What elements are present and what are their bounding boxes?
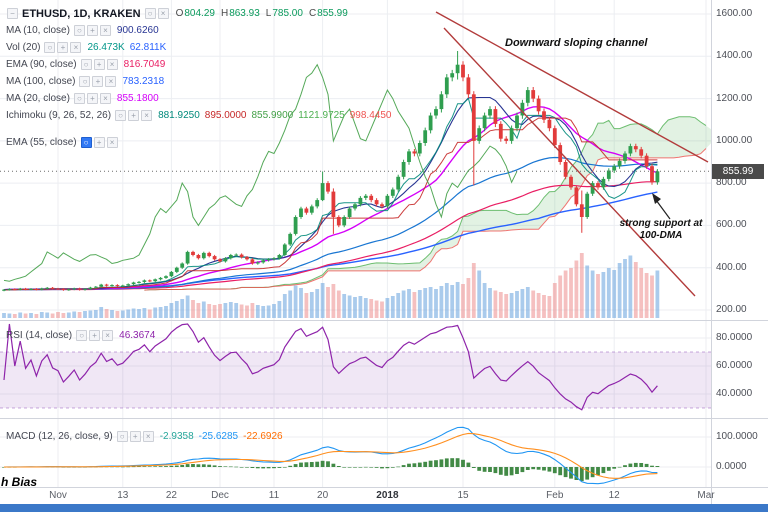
indicator-value: 783.2318	[122, 76, 165, 87]
indicator-value: 26.473K	[87, 42, 125, 53]
time-axis-label: Nov	[49, 490, 67, 501]
settings-icon[interactable]: +	[93, 59, 105, 70]
visibility-icon[interactable]: ○	[116, 431, 128, 442]
close-label: C	[308, 8, 317, 19]
indicator-value: 855.1800	[116, 93, 159, 104]
indicator-value: 998.4450	[349, 110, 392, 121]
settings-icon[interactable]: +	[129, 431, 141, 442]
time-axis-label: 15	[457, 490, 469, 501]
remove-icon[interactable]: ×	[102, 330, 114, 341]
indicator-label: MACD (12, 26, close, 9)	[6, 431, 113, 442]
indicator-value: 816.7049	[123, 59, 166, 70]
remove-icon[interactable]: ×	[106, 59, 118, 70]
indicator-row[interactable]: Vol (20) ○ + × 26.473K 62.811K	[6, 40, 391, 55]
settings-icon[interactable]: +	[57, 42, 69, 53]
symbol-row[interactable]: − ETHUSD, 1D, KRAKEN ○ × O 804.29 H 863.…	[6, 6, 391, 21]
bottom-bar	[0, 504, 768, 512]
close-value: 855.99	[317, 8, 348, 19]
time-axis-label: 12	[608, 490, 620, 501]
price-axis[interactable]	[711, 0, 768, 487]
indicator-value: 900.6260	[116, 25, 159, 36]
indicator-label: MA (20, close)	[6, 93, 70, 104]
indicator-value: -22.6926	[243, 431, 283, 442]
low-label: L	[265, 8, 272, 19]
remove-icon[interactable]: ×	[142, 431, 154, 442]
indicator-value: 895.0000	[204, 110, 247, 121]
bias-text: h Bias	[1, 475, 38, 489]
rsi-legend[interactable]: RSI (14, close) ○ + × 46.3674	[6, 328, 155, 345]
time-axis-label: 22	[165, 490, 177, 501]
visibility-icon[interactable]: ○	[144, 8, 156, 19]
indicator-value: -25.6285	[198, 431, 239, 442]
time-axis-label: Feb	[546, 490, 564, 501]
support-annotation-line1: strong support at	[619, 218, 703, 229]
indicator-label: EMA (90, close)	[6, 59, 77, 70]
channel-annotation[interactable]: Downward sloping channel	[505, 37, 648, 49]
settings-icon[interactable]: +	[128, 110, 140, 121]
indicator-row[interactable]: MA (20, close) ○ + × 855.1800	[6, 91, 391, 106]
support-annotation[interactable]: strong support at 100-DMA	[606, 218, 716, 242]
time-axis[interactable]: Nov 13 22 Dec 11 20 2018 15 Feb 12 Mar	[0, 487, 768, 504]
symbol-title: ETHUSD, 1D, KRAKEN	[22, 7, 141, 20]
settings-icon[interactable]: +	[93, 137, 105, 148]
time-axis-label: 11	[268, 490, 280, 501]
indicator-rows: MA (10, close) ○ + × 900.6260 Vol (20) ○ + × 26.4…	[6, 23, 391, 150]
support-annotation-line2: 100-DMA	[639, 230, 683, 241]
visibility-icon[interactable]: ○	[115, 110, 127, 121]
remove-icon[interactable]: ×	[141, 110, 153, 121]
settings-icon[interactable]: +	[86, 25, 98, 36]
indicator-row[interactable]: EMA (90, close) ○ + × 816.7049	[6, 57, 391, 72]
time-axis-label: 13	[117, 490, 129, 501]
time-axis-label: 2018	[376, 490, 399, 501]
open-label: O	[175, 8, 184, 19]
settings-icon[interactable]: +	[86, 93, 98, 104]
indicator-value: 1121.9725	[298, 110, 345, 121]
remove-icon[interactable]: ×	[105, 76, 117, 87]
indicator-label: Ichimoku (9, 26, 52, 26)	[6, 110, 112, 121]
indicator-row[interactable]: MACD (12, 26, close, 9) ○ + × -2.9358 -25.628…	[6, 429, 283, 444]
indicator-value: 855.9900	[251, 110, 294, 121]
settings-icon[interactable]: +	[89, 330, 101, 341]
macd-legend[interactable]: MACD (12, 26, close, 9) ○ + × -2.9358 -25.628…	[6, 429, 283, 446]
indicator-row[interactable]: MA (100, close) ○ + × 783.2318	[6, 74, 391, 89]
settings-icon[interactable]: +	[92, 76, 104, 87]
remove-icon[interactable]: ×	[99, 93, 111, 104]
visibility-icon[interactable]: ○	[79, 76, 91, 87]
indicator-value: 881.9250	[158, 110, 200, 121]
indicator-value: 46.3674	[119, 330, 156, 341]
time-axis-label: Dec	[211, 490, 229, 501]
remove-icon[interactable]: ×	[99, 25, 111, 36]
last-price-badge: 855.99	[712, 164, 764, 180]
indicator-label: MA (10, close)	[6, 25, 70, 36]
visibility-icon[interactable]: ○	[73, 25, 85, 36]
indicator-value: -2.9358	[159, 431, 194, 442]
indicator-label: Vol (20)	[6, 42, 41, 53]
visibility-icon[interactable]: ○	[76, 330, 88, 341]
visibility-icon[interactable]: ○	[73, 93, 85, 104]
visibility-icon[interactable]: ○	[44, 42, 56, 53]
indicator-row[interactable]: Ichimoku (9, 26, 52, 26) ○ + × 881.9250 895.0…	[6, 108, 391, 123]
indicator-label: MA (100, close)	[6, 76, 76, 87]
visibility-icon[interactable]: ○	[80, 137, 92, 148]
indicator-row[interactable]: MA (10, close) ○ + × 900.6260	[6, 23, 391, 38]
open-value: 804.29	[184, 8, 215, 19]
high-label: H	[220, 8, 229, 19]
indicator-label: EMA (55, close)	[6, 137, 77, 148]
time-axis-label: Mar	[697, 490, 715, 501]
indicator-value: 62.811K	[129, 42, 167, 53]
time-axis-label: 20	[317, 490, 329, 501]
remove-icon[interactable]: ×	[70, 42, 82, 53]
indicator-row[interactable]: RSI (14, close) ○ + × 46.3674	[6, 328, 155, 343]
legend-panel: − ETHUSD, 1D, KRAKEN ○ × O 804.29 H 863.…	[6, 6, 391, 152]
high-value: 863.93	[229, 8, 260, 19]
collapse-icon[interactable]: −	[7, 8, 18, 19]
indicator-label: RSI (14, close)	[6, 330, 73, 341]
remove-icon[interactable]: ×	[106, 137, 118, 148]
low-value: 785.00	[272, 8, 303, 19]
visibility-icon[interactable]: ○	[80, 59, 92, 70]
settings-icon[interactable]: ×	[157, 8, 169, 19]
indicator-row[interactable]: EMA (55, close) ○ + ×	[6, 135, 391, 150]
